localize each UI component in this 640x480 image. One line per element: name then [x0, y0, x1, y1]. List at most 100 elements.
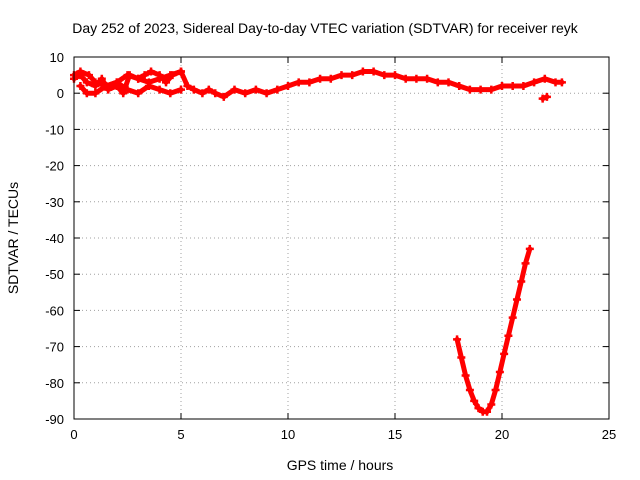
data-point — [457, 353, 466, 362]
x-axis-label: GPS time / hours — [287, 457, 394, 473]
x-tick-label: 5 — [177, 427, 184, 442]
data-point — [337, 71, 346, 80]
data-point — [162, 78, 171, 87]
data-point — [508, 81, 517, 90]
data-point — [465, 85, 474, 94]
data-point — [262, 89, 271, 98]
data-point — [380, 71, 389, 80]
y-tick-label: -70 — [45, 340, 64, 355]
data-point — [251, 85, 260, 94]
data-point — [476, 85, 485, 94]
data-point — [538, 94, 547, 103]
data-point — [76, 81, 85, 90]
data-point — [391, 71, 399, 80]
x-tick-label: 10 — [281, 427, 295, 442]
data-point — [102, 81, 111, 90]
data-point — [474, 404, 483, 413]
x-tick-label: 0 — [70, 427, 77, 442]
data-point — [177, 85, 185, 94]
data-point — [123, 85, 132, 94]
series-v-arc — [453, 244, 534, 416]
data-point — [147, 67, 156, 76]
data-point — [412, 74, 421, 83]
data-point — [508, 313, 517, 322]
data-point — [512, 295, 521, 304]
data-point — [530, 78, 539, 87]
data-point — [470, 396, 479, 405]
data-point — [294, 78, 303, 87]
series-lower-track — [76, 78, 185, 98]
data-point — [519, 81, 528, 90]
data-marks — [70, 67, 566, 416]
data-point — [76, 67, 85, 76]
data-point — [91, 89, 100, 98]
data-point — [433, 78, 442, 87]
data-point — [491, 386, 500, 395]
data-point — [204, 85, 213, 94]
data-point — [557, 78, 566, 87]
y-axis-label: SDTVAR / TECUs — [5, 182, 21, 294]
data-point — [348, 71, 357, 80]
data-point — [155, 85, 164, 94]
data-point — [211, 89, 220, 98]
data-point — [91, 78, 100, 87]
data-point — [498, 81, 506, 90]
data-point — [134, 74, 143, 83]
data-point — [230, 85, 239, 94]
x-tick-label: 25 — [602, 427, 616, 442]
data-point — [525, 244, 534, 253]
data-point — [198, 89, 207, 98]
data-point — [84, 71, 93, 80]
y-tick-label: -60 — [45, 303, 64, 318]
data-point — [495, 367, 504, 376]
data-point — [517, 277, 526, 286]
data-point — [500, 349, 509, 358]
data-point — [305, 78, 314, 87]
data-point — [326, 74, 335, 83]
data-point — [134, 89, 143, 98]
data-point — [219, 92, 228, 101]
data-point — [123, 71, 132, 80]
series-isolated-arc — [538, 92, 551, 103]
x-tick-label: 20 — [495, 427, 509, 442]
data-point — [189, 85, 198, 94]
data-point — [144, 81, 153, 90]
axis-ticks: 0 5 10 15 20 25 10 0 -10 -20 -30 -40 -50 -60 -70 -80 -90 — [45, 50, 616, 442]
data-point — [444, 78, 453, 87]
data-point — [483, 407, 492, 416]
y-tick-label: 0 — [57, 86, 64, 101]
data-point — [504, 331, 513, 340]
data-point — [465, 386, 474, 395]
data-point — [183, 81, 192, 90]
y-tick-label: -10 — [45, 122, 64, 137]
data-point — [112, 78, 121, 87]
data-point — [241, 89, 250, 98]
data-point — [487, 400, 496, 409]
data-point — [177, 67, 185, 76]
data-point — [542, 92, 551, 101]
data-point — [119, 89, 128, 98]
data-point — [273, 85, 282, 94]
chart-title: Day 252 of 2023, Sidereal Day-to-day VTE… — [72, 20, 578, 36]
data-point — [461, 371, 470, 380]
data-point — [166, 71, 175, 80]
grid — [74, 57, 609, 419]
data-point — [423, 74, 432, 83]
data-point — [487, 85, 496, 94]
data-point — [455, 81, 464, 90]
y-tick-label: -90 — [45, 412, 64, 427]
y-tick-label: -40 — [45, 231, 64, 246]
data-point — [97, 74, 106, 83]
data-point — [284, 81, 292, 90]
data-point — [401, 74, 410, 83]
data-point — [316, 74, 325, 83]
data-point — [358, 67, 367, 76]
data-point — [140, 71, 149, 80]
data-point — [369, 67, 378, 76]
data-point — [82, 89, 91, 98]
y-tick-label: -20 — [45, 159, 64, 174]
y-tick-label: -50 — [45, 267, 64, 282]
x-tick-label: 15 — [388, 427, 402, 442]
